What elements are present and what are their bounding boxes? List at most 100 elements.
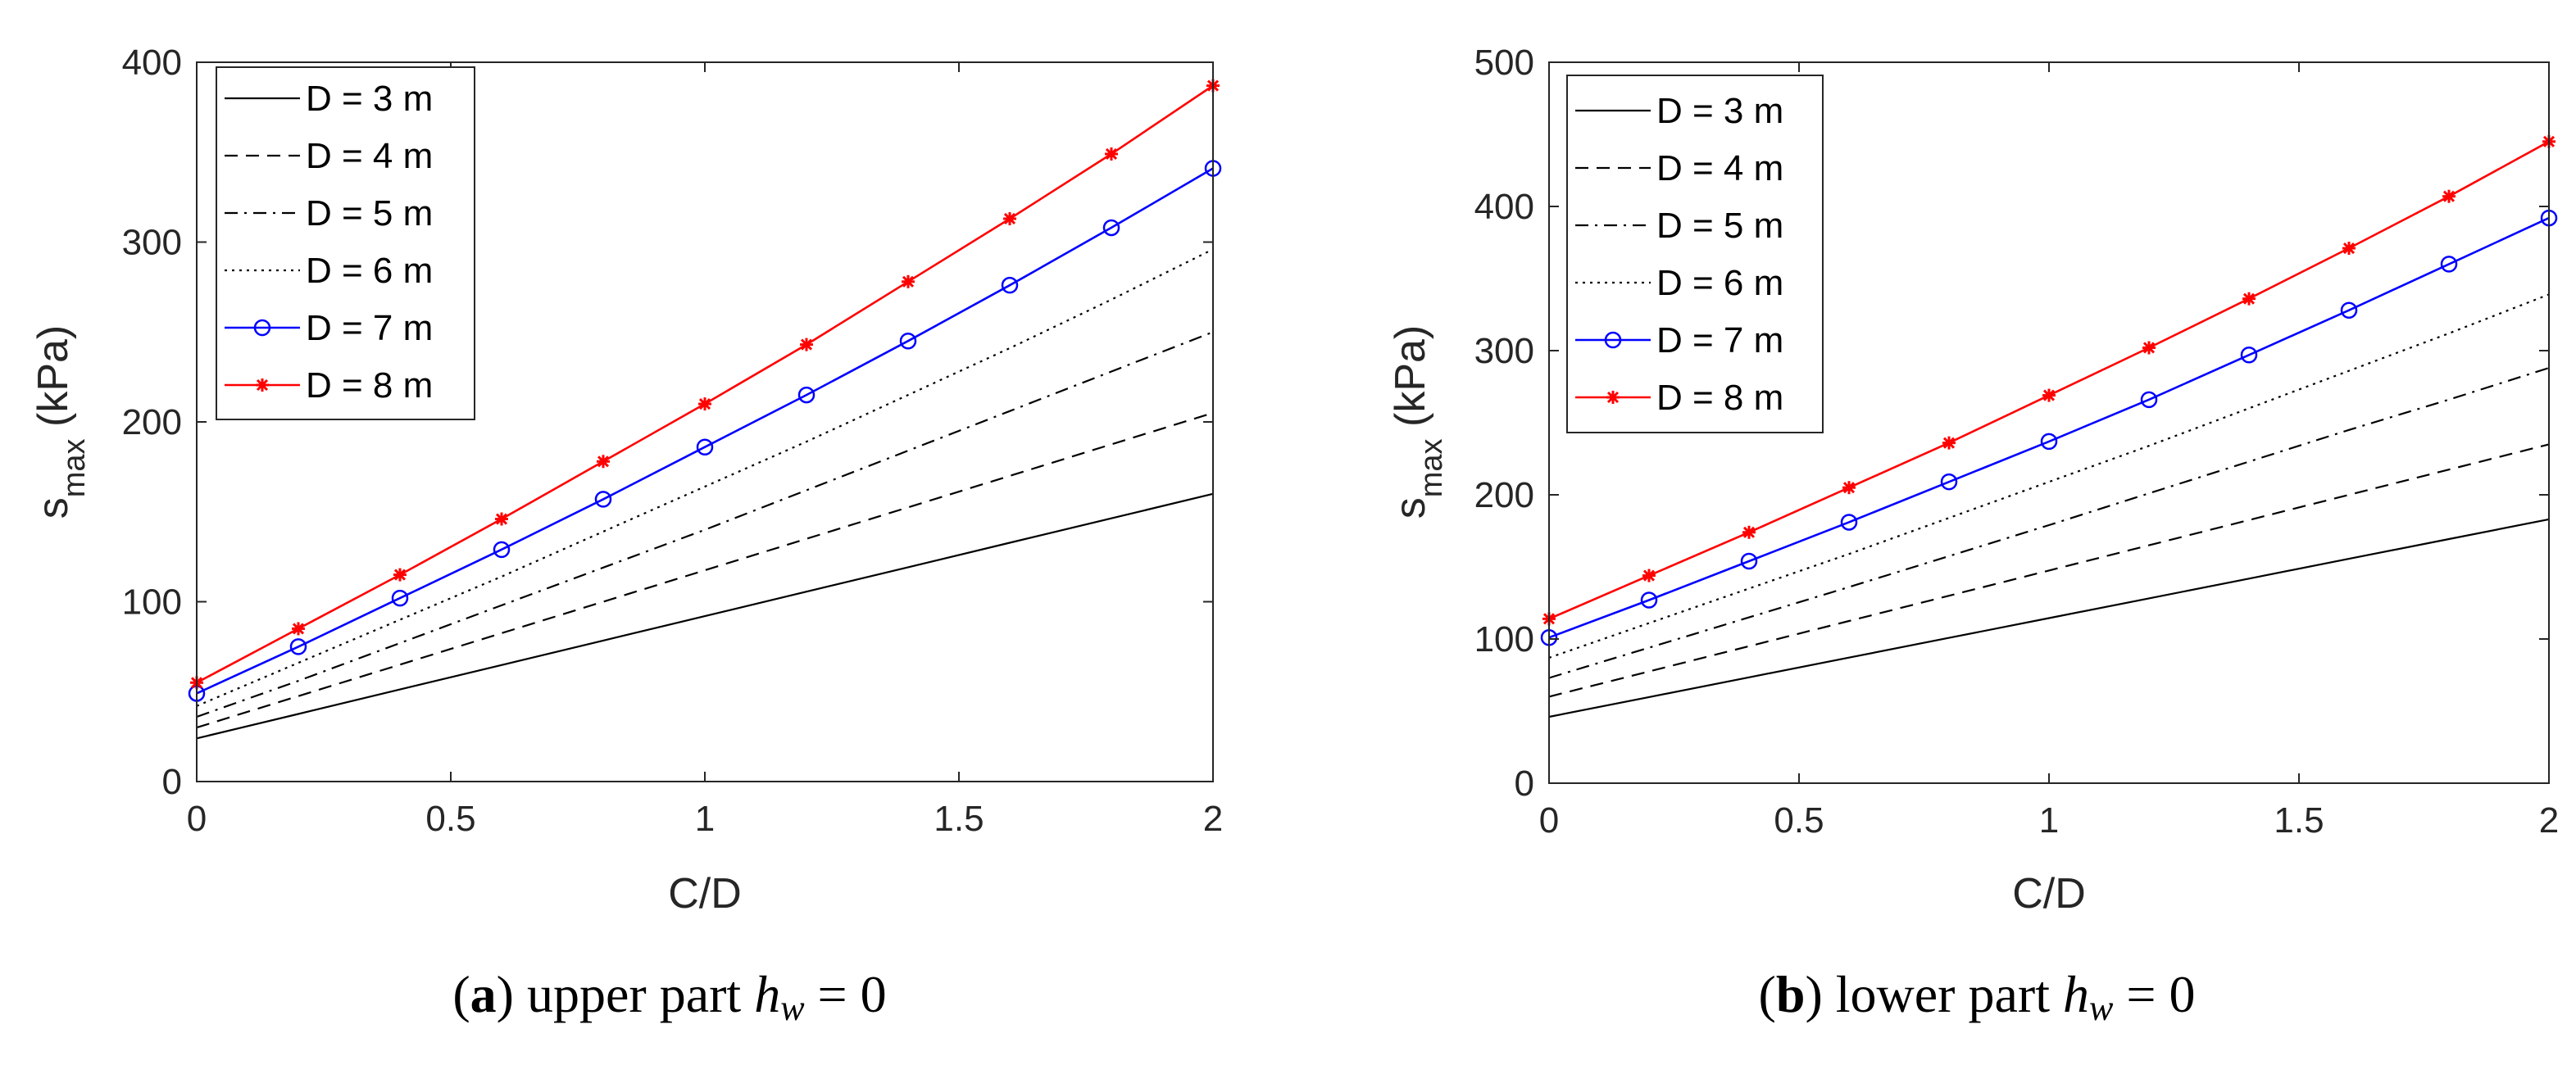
panel-b-legend-box	[1566, 75, 1824, 433]
panel-b-y-tick-label: 300	[1474, 331, 1534, 371]
panel-a-ticks: 0 0.5 1 1.5 2 0 100 200 300 400	[122, 43, 1224, 839]
panel-a-y-tick-label: 200	[122, 402, 182, 442]
panel-b-legend-marker-6	[1606, 391, 1620, 404]
panel-b-series-line-5	[1548, 216, 2550, 639]
legend-label: D = 8 m	[306, 365, 433, 406]
panel-b-series-line-3	[1548, 367, 2550, 679]
legend-label: D = 3 m	[306, 79, 433, 119]
panel-b-ticks: 0 0.5 1 1.5 2 0 100 200 300 400 500	[1474, 43, 2560, 841]
panel-a-series-5-point	[493, 541, 511, 559]
panel-a-series-6-point	[292, 622, 305, 636]
panel-a-series-5-point	[594, 491, 612, 508]
panel-b-series-5-point	[1740, 552, 1758, 570]
panel-b-series-6-point	[1742, 525, 1756, 539]
panel-a-series-line-3	[196, 331, 1214, 718]
panel-a-series-6-point	[1105, 147, 1118, 161]
panel-a-y-tick-label: 0	[162, 762, 182, 802]
panel-a-series-5-point	[797, 386, 816, 404]
panel-b-y-tick-label: 400	[1474, 187, 1534, 227]
panel-b-series-5-point	[2440, 256, 2458, 273]
panel-a-series-5-point	[1001, 276, 1019, 294]
panel-b-series-5-point	[2140, 391, 2158, 409]
panel-a-series-5-point	[289, 638, 307, 655]
panel-a-series-line-1	[196, 492, 1214, 740]
panel-b-series-6-point	[2142, 341, 2156, 355]
panel-a-legend: D = 3 m D = 4 m D = 5 m D = 6 m D = 7 m …	[216, 66, 475, 420]
legend-label: D = 5 m	[1656, 206, 1783, 246]
panel-b-x-tick-label: 0.5	[1774, 800, 1824, 841]
panel-a-legend-samples	[225, 97, 300, 392]
panel-a-series-5-point	[696, 438, 714, 455]
panel-b-series-6-point	[2342, 242, 2356, 256]
panel-b-series-layer	[1540, 134, 2558, 718]
panel-a-series-5-point	[391, 589, 409, 607]
panel-b-legend-marker-5	[1604, 331, 1622, 349]
panel-b-series-5-point	[2340, 301, 2358, 319]
panel-a: 0 0.5 1 1.5 2 0 100 200 300 400 D = 3 m D = 4 m D…	[30, 43, 1223, 1028]
panel-a-series-line-4	[196, 248, 1214, 707]
panel-a-series-6-point	[495, 512, 508, 526]
panel-a-series-6-point	[800, 338, 813, 351]
panel-b-series-5-point	[1940, 473, 1958, 491]
legend-label: D = 4 m	[1656, 148, 1783, 188]
legend-label: D = 3 m	[1656, 91, 1783, 131]
panel-b-series-6-point	[1642, 569, 1656, 582]
panel-b: 0 0.5 1 1.5 2 0 100 200 300 400 500 D = 3 m D = 4 …	[1387, 43, 2559, 1028]
panel-b-y-axis-label: smax (kPa)	[1387, 325, 1449, 519]
panel-b-legend-samples	[1575, 109, 1651, 404]
panel-a-series-6-point	[597, 455, 610, 469]
panel-a-x-tick-label: 1.5	[934, 799, 984, 839]
panel-b-x-tick-label: 2	[2539, 800, 2559, 841]
legend-label: D = 7 m	[1656, 320, 1783, 360]
panel-b-y-tick-label: 500	[1474, 43, 1534, 83]
panel-a-series-6-point	[1003, 211, 1016, 225]
panel-b-series-line-4	[1548, 293, 2550, 659]
panel-a-series-5-point	[899, 332, 917, 350]
panel-a-legend-box	[216, 66, 475, 420]
panel-a-series-5-point	[1102, 219, 1120, 237]
panel-b-series-6-point	[2042, 388, 2056, 402]
panel-a-series-line-2	[196, 411, 1214, 729]
legend-label: D = 8 m	[1656, 378, 1783, 418]
panel-a-series-6-point	[902, 274, 915, 288]
legend-label: D = 4 m	[306, 136, 433, 176]
panel-a-y-tick-label: 100	[122, 582, 182, 623]
panel-b-series-6-point	[1942, 436, 1956, 450]
panel-a-legend-marker-6	[256, 378, 269, 392]
panel-b-series-line-2	[1548, 443, 2550, 698]
panel-b-legend: D = 3 m D = 4 m D = 5 m D = 6 m D = 7 m …	[1566, 75, 1824, 433]
panel-b-series-5-point	[2040, 433, 2058, 451]
legend-label: D = 7 m	[306, 308, 433, 348]
legend-label: D = 6 m	[1656, 263, 1783, 303]
panel-a-x-tick-label: 0.5	[425, 799, 475, 839]
panel-b-series-5-point	[1840, 514, 1858, 531]
panel-a-x-tick-label: 1	[695, 799, 715, 839]
panel-b-series-line-1	[1548, 518, 2550, 718]
panel-a-caption: (a) upper part hw = 0	[452, 965, 886, 1028]
panel-a-series-6-point	[393, 568, 407, 582]
panel-b-series-5-point	[2240, 347, 2258, 364]
panel-b-series-6-point	[2442, 189, 2456, 203]
panel-a-series-line-5	[196, 167, 1214, 695]
panel-a-x-axis-label: C/D	[668, 870, 742, 918]
panel-a-legend-marker-5	[253, 319, 271, 337]
panel-b-x-axis-label: C/D	[2012, 870, 2086, 918]
panel-b-series-5-point	[1640, 591, 1658, 609]
legend-label: D = 5 m	[306, 193, 433, 233]
panel-b-series-6-point	[1842, 481, 1856, 495]
panel-a-y-tick-label: 400	[122, 43, 182, 83]
panel-b-caption: (b) lower part hw = 0	[1759, 965, 2196, 1028]
panel-b-y-tick-label: 0	[1515, 764, 1534, 804]
panel-a-y-tick-label: 300	[122, 223, 182, 263]
panel-a-series-6-point	[698, 397, 711, 411]
panel-b-y-tick-label: 200	[1474, 475, 1534, 515]
panel-b-y-tick-label: 100	[1474, 619, 1534, 659]
panel-b-x-tick-label: 1.5	[2274, 800, 2324, 841]
panel-a-x-tick-label: 0	[187, 799, 207, 839]
panel-b-x-tick-label: 1	[2039, 800, 2059, 841]
panel-b-x-tick-label: 0	[1539, 800, 1559, 841]
panel-a-x-tick-label: 2	[1203, 799, 1223, 839]
panel-a-y-axis-label: smax (kPa)	[30, 325, 92, 519]
panel-b-series-6-point	[2242, 292, 2256, 306]
